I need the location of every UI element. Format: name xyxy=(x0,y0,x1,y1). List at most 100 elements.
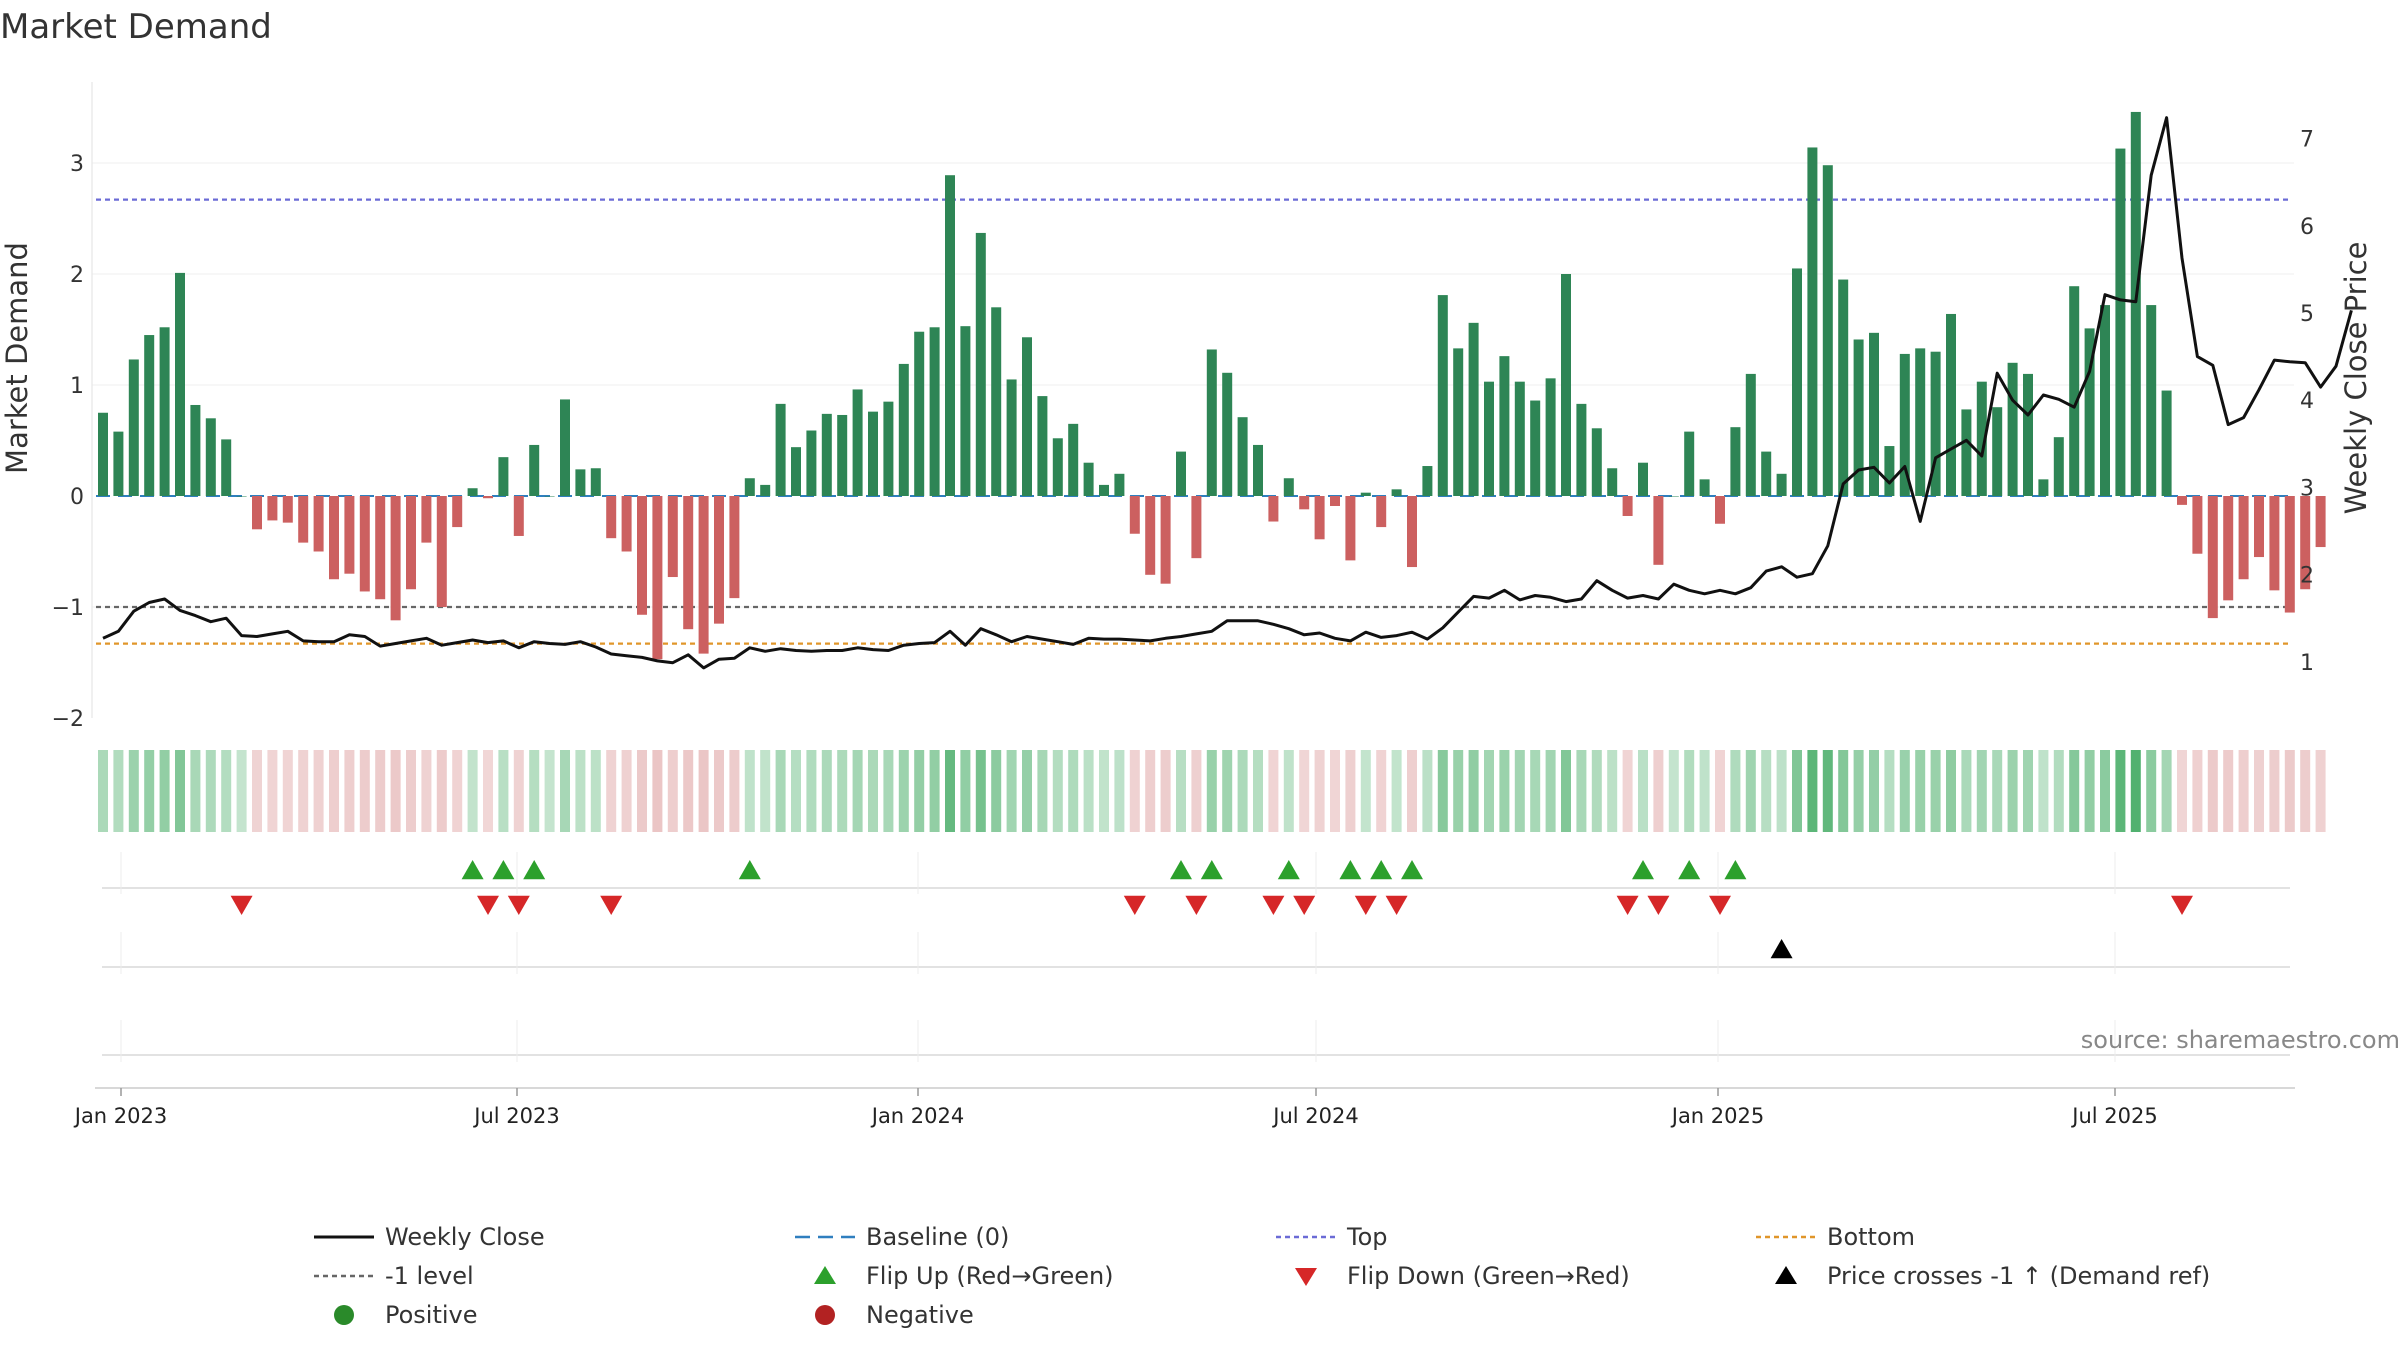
legend-triangle-black-icon xyxy=(1775,1266,1797,1284)
demand-bar xyxy=(1561,274,1571,496)
demand-bar xyxy=(914,331,925,496)
strip-cell xyxy=(1268,750,1279,832)
strip-cell xyxy=(1607,750,1618,832)
demand-bar xyxy=(175,272,185,496)
x-tick-label: Jan 2024 xyxy=(870,1104,965,1128)
demand-bar xyxy=(467,488,478,496)
demand-bar xyxy=(775,403,786,496)
flip-up-marker xyxy=(1339,860,1362,880)
demand-bar xyxy=(2146,305,2157,496)
legend-label: Positive xyxy=(385,1301,478,1329)
demand-bar xyxy=(806,430,817,496)
legend-label: Weekly Close xyxy=(385,1223,545,1251)
strip-cell xyxy=(436,750,447,832)
strip-cell xyxy=(1222,750,1233,832)
demand-bar xyxy=(2053,437,2064,496)
flip-up-marker xyxy=(492,860,515,880)
strip-cell xyxy=(1037,750,1048,832)
demand-bar xyxy=(159,327,170,496)
chart-title: Market Demand xyxy=(0,7,272,47)
demand-bar xyxy=(698,496,709,654)
y2-tick-label: 6 xyxy=(2300,215,2314,240)
flip-down-marker xyxy=(477,895,499,915)
demand-bar xyxy=(2269,496,2280,591)
strip-cell xyxy=(852,750,863,832)
flip-down-marker xyxy=(230,895,253,915)
demand-bar xyxy=(1376,496,1387,528)
demand-bar xyxy=(1268,496,1279,522)
strip-cell xyxy=(1114,750,1125,832)
flip-up-marker xyxy=(523,860,546,880)
flip-down-marker xyxy=(1647,895,1670,915)
demand-bar xyxy=(560,399,570,496)
strip-cell xyxy=(1345,750,1356,832)
strip-cell xyxy=(945,750,955,832)
strip-cell xyxy=(898,750,909,832)
strip-cell xyxy=(205,750,216,832)
y2-tick-label: 1 xyxy=(2300,651,2314,676)
demand-bar xyxy=(1930,351,1941,496)
strip-cell xyxy=(683,750,694,832)
strip-cell xyxy=(960,750,971,832)
strip-cell xyxy=(2177,750,2187,832)
strip-cell xyxy=(1484,750,1494,832)
demand-bar xyxy=(513,496,524,536)
legend-label: Bottom xyxy=(1827,1223,1915,1251)
demand-bar xyxy=(1668,496,1679,497)
demand-bar xyxy=(329,496,339,580)
demand-bar xyxy=(1761,451,1772,496)
strip-cell xyxy=(652,750,663,832)
strip-cell xyxy=(1468,750,1479,832)
strip-cell xyxy=(1160,750,1171,832)
strip-cell xyxy=(621,750,632,832)
demand-bar xyxy=(1530,400,1541,496)
demand-bar xyxy=(375,496,386,600)
strip-cell xyxy=(1453,750,1464,832)
demand-bar xyxy=(637,496,647,615)
weekly-close-line xyxy=(102,116,2353,670)
strip-cell xyxy=(868,750,878,832)
flip-down-marker xyxy=(1354,895,1377,915)
demand-bar xyxy=(2130,111,2141,496)
strip-cell xyxy=(1745,750,1756,832)
flip-up-marker xyxy=(1401,860,1423,880)
strip-cell xyxy=(1792,750,1802,832)
y-axis-ticks: 3 2 1 0 −1 −2 xyxy=(52,152,84,732)
demand-bar xyxy=(1422,466,1433,496)
demand-bar xyxy=(2315,496,2326,548)
strip-cell xyxy=(1869,750,1879,832)
strip-cell xyxy=(529,750,540,832)
demand-bar xyxy=(421,496,432,543)
legend-item: Baseline (0) xyxy=(795,1223,1009,1251)
strip-cell xyxy=(2084,750,2095,832)
strip-cell xyxy=(221,750,232,832)
strip-cell xyxy=(760,750,771,832)
demand-bar xyxy=(1391,489,1402,496)
demand-bar xyxy=(652,496,663,660)
strip-cell xyxy=(1237,750,1248,832)
strip-cell xyxy=(883,750,894,832)
demand-bar xyxy=(1514,381,1525,496)
demand-bar xyxy=(2177,496,2187,505)
demand-bar xyxy=(483,496,493,499)
event-panels xyxy=(95,852,2295,1089)
demand-bar xyxy=(2069,286,2080,496)
legend: Weekly Close Baseline (0) Top Bottom -1 leve… xyxy=(314,1223,2210,1329)
demand-bar xyxy=(975,232,986,496)
source-label: source: sharemaestro.com xyxy=(2081,1026,2400,1054)
strip-cell xyxy=(590,750,601,832)
strip-cell xyxy=(1176,750,1186,832)
strip-cell xyxy=(1946,750,1956,832)
demand-bar xyxy=(1915,348,1926,496)
x-tick-label: Jan 2025 xyxy=(1670,1104,1765,1128)
strip-cell xyxy=(298,750,309,832)
demand-bar xyxy=(267,496,278,521)
demand-bar xyxy=(406,496,416,590)
demand-bar xyxy=(590,468,601,496)
strip-cell xyxy=(1561,750,1571,832)
strip-cell xyxy=(1052,750,1063,832)
strip-cell xyxy=(1976,750,1987,832)
demand-bar xyxy=(282,496,293,523)
demand-bar xyxy=(1715,496,1725,524)
demand-bar xyxy=(945,175,955,496)
